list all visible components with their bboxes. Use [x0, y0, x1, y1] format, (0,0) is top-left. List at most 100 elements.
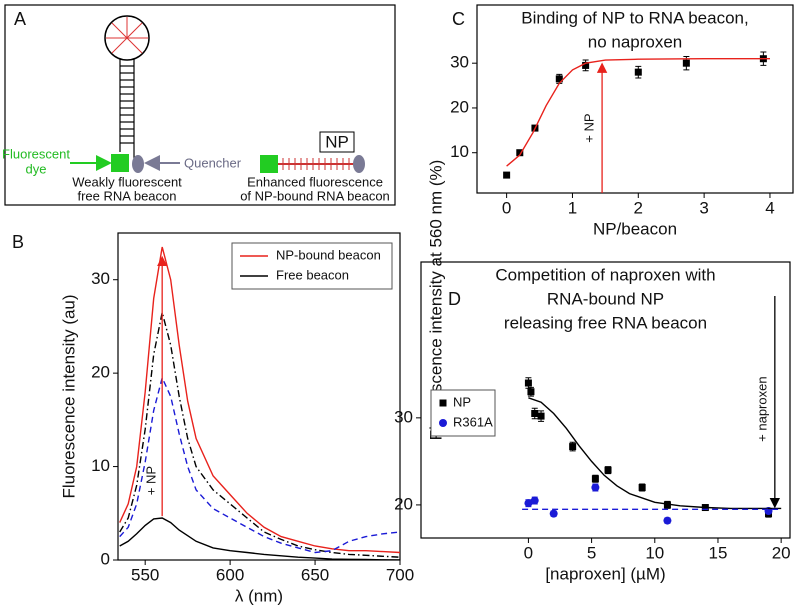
- dye-label: dye: [26, 161, 47, 176]
- y-tick-label: 0: [101, 549, 110, 568]
- quencher: [353, 155, 365, 173]
- panel-label: A: [14, 9, 26, 29]
- caption: free RNA beacon: [77, 188, 176, 203]
- x-tick-label: 5: [587, 543, 596, 562]
- point: [582, 61, 590, 69]
- point: [569, 443, 577, 451]
- y-tick-label: 30: [450, 53, 469, 72]
- legend-label: NP: [453, 394, 471, 409]
- x-tick-label: 10: [645, 543, 664, 562]
- annotation: + NP: [582, 113, 597, 142]
- np-box: [319, 131, 355, 153]
- y-tick-label: 10: [450, 142, 469, 161]
- x-tick-label: 2: [634, 198, 643, 217]
- plot-frame: [420, 261, 791, 539]
- point: [634, 68, 642, 76]
- x-tick-label: 15: [709, 543, 728, 562]
- x-tick-label: 20: [772, 543, 791, 562]
- x-tick-label: 0: [524, 543, 533, 562]
- series-group: [528, 397, 782, 510]
- x-tick-label: 1: [568, 198, 577, 217]
- series-line: [506, 58, 770, 167]
- chart-title: Competition of naproxen with: [495, 265, 715, 284]
- legend-frame: [430, 389, 496, 437]
- point: [524, 499, 533, 508]
- plot-frame: [476, 4, 794, 194]
- series-group: [119, 312, 400, 558]
- point: [682, 59, 690, 67]
- caption: of NP-bound RNA beacon: [240, 188, 390, 203]
- x-tick-label: 550: [131, 565, 159, 584]
- y-tick-label: 20: [394, 494, 413, 513]
- annotation: + NP: [144, 466, 159, 495]
- point: [527, 388, 535, 396]
- legend-label: Free beacon: [276, 267, 349, 282]
- panel-label: C: [452, 9, 465, 29]
- point: [591, 483, 600, 492]
- rna-ticks: [282, 158, 350, 170]
- x-tick-label: 4: [765, 198, 774, 217]
- x-tick-label: 600: [216, 565, 244, 584]
- legend-label: R361A: [453, 414, 493, 429]
- panel-a: Fluorescent dye Quencher Weakly fluoresc…: [2, 4, 396, 206]
- chart-title: RNA-bound NP: [547, 289, 664, 308]
- chart-title: no naproxen: [588, 32, 683, 51]
- x-tick-label: 0: [502, 198, 511, 217]
- series-group: [119, 246, 400, 554]
- loop-spokes: [106, 17, 148, 54]
- point: [555, 75, 563, 83]
- chart-title: Binding of NP to RNA beacon,: [521, 8, 748, 27]
- x-axis-label: λ (nm): [235, 586, 283, 605]
- series-group: [506, 58, 770, 167]
- point: [503, 171, 511, 179]
- point: [531, 409, 539, 417]
- x-tick-label: 650: [301, 565, 329, 584]
- annotation: + naproxen: [754, 376, 769, 441]
- x-axis-label: [naproxen] (µM): [545, 564, 665, 583]
- series-group: [119, 517, 400, 560]
- point: [530, 496, 539, 505]
- legend-frame: [231, 242, 393, 290]
- quencher-label: Quencher: [184, 155, 242, 170]
- dye: [111, 154, 129, 172]
- chart-title: releasing free RNA beacon: [504, 313, 707, 332]
- panel-a-frame: [4, 4, 396, 206]
- shared-y-label: Fluorescence intensity at 560 nm (%): [426, 160, 445, 441]
- dye: [260, 155, 278, 173]
- point: [591, 475, 599, 483]
- point: [537, 412, 545, 420]
- dye-label: Fluorescent: [2, 146, 70, 161]
- panel-label: D: [448, 289, 461, 309]
- point: [638, 484, 646, 492]
- quencher: [132, 155, 144, 173]
- point: [663, 516, 672, 525]
- series-line: [119, 517, 400, 560]
- panel-label: B: [12, 232, 24, 252]
- legend-marker: [439, 399, 447, 407]
- point: [524, 379, 532, 387]
- point: [516, 149, 524, 157]
- y-tick-label: 30: [91, 269, 110, 288]
- x-tick-label: 700: [386, 565, 414, 584]
- point: [604, 466, 612, 474]
- point: [663, 501, 671, 509]
- np-label: NP: [325, 132, 349, 151]
- legend-marker: [439, 419, 447, 427]
- y-tick-label: 30: [394, 407, 413, 426]
- series-line: [528, 397, 782, 510]
- loop: [104, 15, 150, 61]
- y-axis-label: Fluorescence intensity (au): [59, 294, 78, 498]
- caption: Enhanced fluorescence: [247, 174, 383, 189]
- point: [549, 509, 558, 518]
- x-axis-label: NP/beacon: [593, 219, 677, 238]
- stem: [119, 59, 135, 160]
- x-tick-label: 3: [699, 198, 708, 217]
- y-tick-label: 10: [91, 456, 110, 475]
- y-tick-label: 20: [91, 363, 110, 382]
- caption: Weakly fluorescent: [72, 174, 182, 189]
- plot-frame: [117, 232, 401, 561]
- y-tick-label: 20: [450, 97, 469, 116]
- legend-label: NP-bound beacon: [276, 247, 381, 262]
- series-line: [119, 246, 400, 554]
